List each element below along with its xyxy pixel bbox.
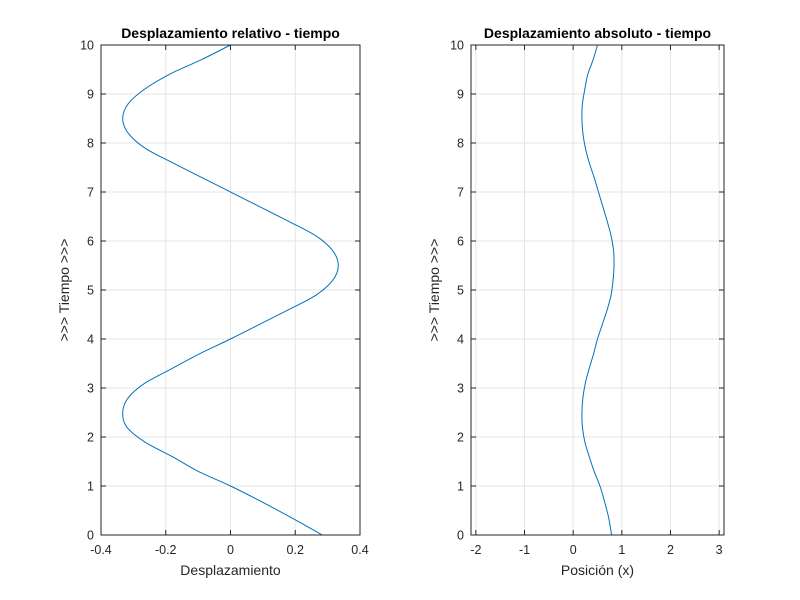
x-tick-label: 0 bbox=[227, 543, 234, 557]
x-tick-label: 0.2 bbox=[287, 543, 304, 557]
x-tick-label: 0 bbox=[570, 543, 577, 557]
y-tick-label: 8 bbox=[87, 137, 94, 151]
chart-title: Desplazamiento absoluto - tiempo bbox=[484, 25, 711, 41]
y-tick-label: 6 bbox=[457, 235, 464, 249]
y-tick-label: 8 bbox=[457, 137, 464, 151]
y-tick-label: 3 bbox=[87, 382, 94, 396]
y-tick-label: 5 bbox=[87, 284, 94, 298]
x-tick-label: -0.2 bbox=[155, 543, 177, 557]
y-tick-label: 4 bbox=[87, 333, 94, 347]
chart-title: Desplazamiento relativo - tiempo bbox=[121, 25, 340, 41]
y-tick-label: 7 bbox=[87, 186, 94, 200]
x-tick-label: -1 bbox=[519, 543, 530, 557]
x-tick-label: 0.4 bbox=[351, 543, 368, 557]
x-tick-label: -2 bbox=[470, 543, 481, 557]
y-tick-label: 7 bbox=[457, 186, 464, 200]
y-tick-label: 9 bbox=[457, 88, 464, 102]
x-tick-label: 2 bbox=[667, 543, 674, 557]
y-tick-label: 2 bbox=[87, 431, 94, 445]
series-line-1 bbox=[581, 44, 615, 536]
y-tick-label: 2 bbox=[457, 431, 464, 445]
y-tick-label: 5 bbox=[457, 284, 464, 298]
y-tick-label: 3 bbox=[457, 382, 464, 396]
y-tick-label: 10 bbox=[80, 39, 94, 53]
x-tick-label: 1 bbox=[618, 543, 625, 557]
y-tick-label: 10 bbox=[450, 39, 464, 53]
y-tick-label: 0 bbox=[457, 529, 464, 543]
y-tick-label: 0 bbox=[87, 529, 94, 543]
series-line-1 bbox=[122, 44, 339, 536]
y-axis-label: >>> Tiempo >>> bbox=[56, 239, 72, 342]
y-tick-label: 4 bbox=[457, 333, 464, 347]
y-axis-label: >>> Tiempo >>> bbox=[426, 239, 442, 342]
x-axis-label: Posición (x) bbox=[561, 562, 634, 578]
y-tick-label: 6 bbox=[87, 235, 94, 249]
x-tick-label: 3 bbox=[716, 543, 723, 557]
y-tick-label: 9 bbox=[87, 88, 94, 102]
x-tick-label: -0.4 bbox=[90, 543, 112, 557]
x-axis-label: Desplazamiento bbox=[180, 562, 281, 578]
y-tick-label: 1 bbox=[457, 480, 464, 494]
y-tick-label: 1 bbox=[87, 480, 94, 494]
subplot-1: -0.4 -0.2 0 0.2 0.4 0 1 2 3 4 5 6 7 8 9 10 Desplazamient… bbox=[56, 25, 369, 578]
subplot-2: -2 -1 0 1 2 3 0 1 2 3 4 5 6 7 8 9 10 Desplazamiento absol… bbox=[426, 25, 725, 578]
